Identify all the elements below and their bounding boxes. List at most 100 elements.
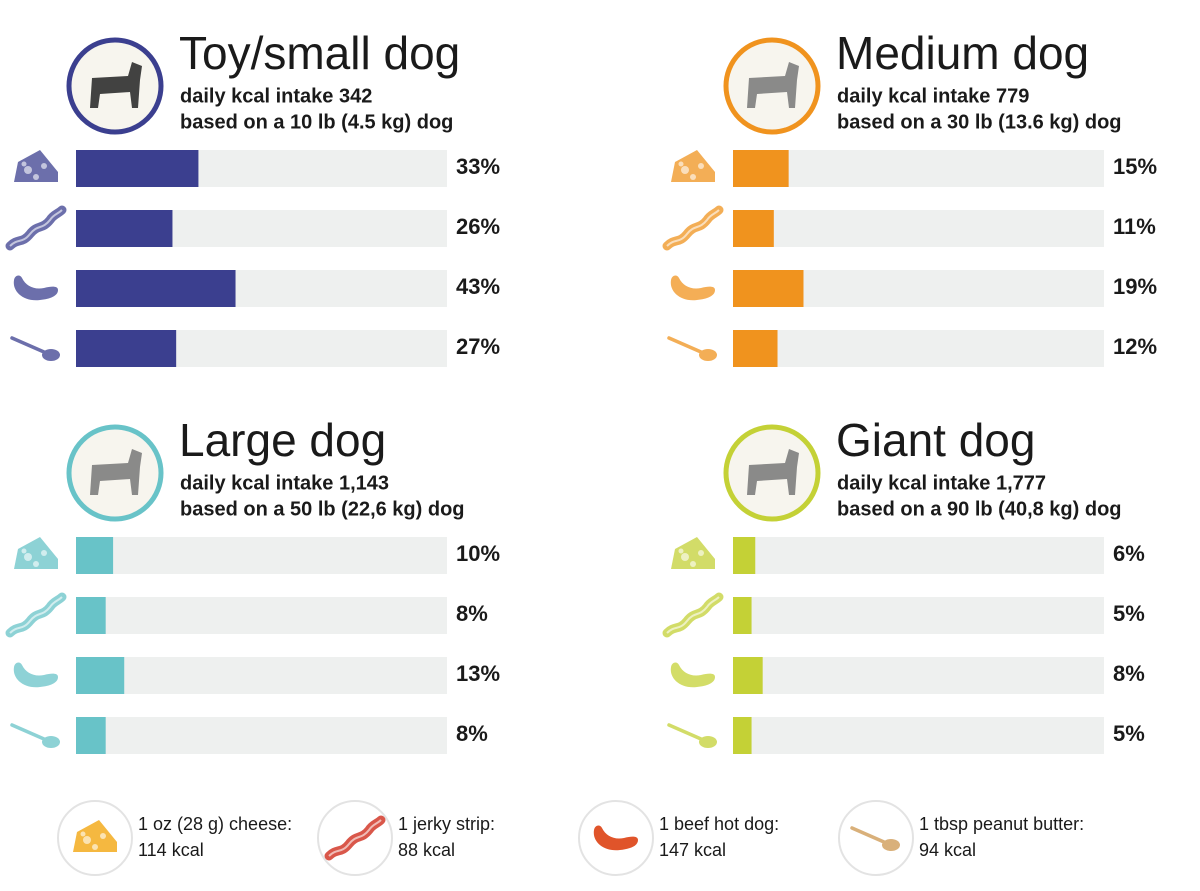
cheese-shape (671, 537, 715, 569)
cheese-hole (690, 174, 696, 180)
bacon-shape (662, 592, 724, 638)
value-label: 5% (1113, 721, 1145, 746)
chart-subtitle: based on a 10 lb (4.5 kg) dog (180, 111, 453, 133)
sausage-icon (670, 662, 715, 688)
cheese-hole (24, 166, 32, 174)
spoon-bowl (699, 736, 717, 748)
value-label: 43% (456, 274, 500, 299)
legend-item: 1 tbsp peanut butter: (919, 814, 1084, 834)
bar-track (76, 537, 447, 574)
legend-item: 1 jerky strip: (398, 814, 495, 834)
value-label: 5% (1113, 601, 1145, 626)
cheese-hole (80, 831, 86, 837)
sausage-shape (593, 825, 638, 851)
chart-subtitle: based on a 50 lb (22,6 kg) dog (180, 498, 465, 520)
chart-subtitle: daily kcal intake 1,777 (837, 472, 1046, 494)
spoon-handle (10, 723, 46, 741)
sausage-shape (13, 662, 59, 688)
value-label: 8% (456, 721, 488, 746)
spoon-bowl (42, 349, 60, 361)
value-label: 6% (1113, 541, 1145, 566)
bar (76, 150, 199, 187)
cheese-hole (678, 548, 684, 554)
sausage-icon (13, 662, 59, 688)
cheese-icon (671, 150, 715, 182)
bacon-icon (662, 592, 724, 638)
value-label: 15% (1113, 154, 1157, 179)
legend-item: 1 oz (28 g) cheese: (138, 814, 292, 834)
value-label: 27% (456, 334, 500, 359)
cheese-hole (681, 166, 689, 174)
legend-kcal: 147 kcal (659, 840, 726, 860)
bar (76, 537, 114, 574)
cheese-hole (698, 550, 704, 556)
bar-track (76, 597, 447, 634)
value-label: 26% (456, 214, 500, 239)
bacon-stripe (328, 819, 382, 857)
bar (733, 657, 763, 694)
bar-track (733, 330, 1104, 367)
cheese-hole (681, 553, 689, 561)
dog-silhouette (90, 449, 142, 495)
chart-title: Toy/small dog (179, 27, 460, 79)
bar (733, 330, 778, 367)
cheese-icon (73, 820, 117, 852)
legend-badge (578, 800, 654, 876)
bar (76, 330, 177, 367)
sausage-icon (593, 825, 638, 851)
bacon-stripe (666, 209, 720, 247)
spoon-icon (10, 723, 60, 748)
bacon-stripe (9, 596, 63, 634)
value-label: 10% (456, 541, 500, 566)
sausage-shape (670, 662, 715, 688)
cheese-shape (73, 820, 117, 852)
cheese-hole (100, 833, 106, 839)
chart-subtitle: daily kcal intake 342 (180, 85, 372, 107)
bar (733, 150, 789, 187)
sausage-shape (670, 275, 715, 301)
cheese-icon (14, 537, 58, 569)
value-label: 13% (456, 661, 500, 686)
cheese-hole (92, 844, 98, 850)
cheese-hole (33, 174, 39, 180)
bar-track (733, 150, 1104, 187)
bar (76, 270, 236, 307)
bar (76, 597, 106, 634)
bacon-icon (324, 815, 386, 861)
value-label: 33% (456, 154, 500, 179)
value-label: 12% (1113, 334, 1157, 359)
bar (733, 210, 774, 247)
chart-title: Medium dog (836, 27, 1089, 79)
spoon-handle (850, 826, 886, 844)
value-label: 8% (456, 601, 488, 626)
cheese-hole (33, 561, 39, 567)
cheese-hole (678, 161, 684, 167)
sausage-shape (13, 275, 59, 301)
bar-track (76, 657, 447, 694)
bacon-icon (5, 205, 67, 251)
bar-track (733, 717, 1104, 754)
chart-title: Giant dog (836, 414, 1035, 466)
legend-kcal: 88 kcal (398, 840, 455, 860)
bar (733, 537, 756, 574)
bacon-icon (5, 592, 67, 638)
legend-item: 1 beef hot dog: (659, 814, 779, 834)
bacon-stripe (666, 596, 720, 634)
bacon-shape (5, 205, 67, 251)
bacon-shape (662, 205, 724, 251)
bar (76, 717, 106, 754)
legend-kcal: 94 kcal (919, 840, 976, 860)
cheese-shape (14, 150, 58, 182)
spoon-icon (667, 723, 717, 748)
bar-track (733, 657, 1104, 694)
bar-track (76, 717, 447, 754)
sausage-icon (670, 275, 715, 301)
spoon-icon (667, 336, 717, 361)
bacon-stripe (9, 209, 63, 247)
cheese-shape (14, 537, 58, 569)
bacon-shape (5, 592, 67, 638)
cheese-shape (671, 150, 715, 182)
chart-subtitle: daily kcal intake 1,143 (180, 472, 389, 494)
bacon-icon (662, 205, 724, 251)
